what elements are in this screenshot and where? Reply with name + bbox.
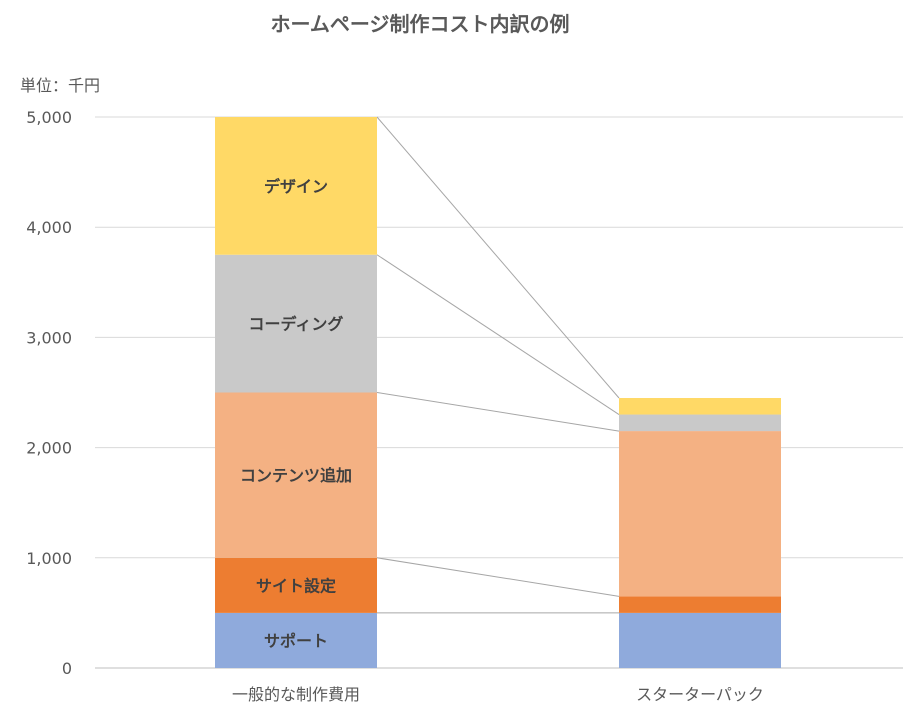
data-label: サイト設定 (256, 576, 336, 595)
bar-segment (215, 557, 377, 613)
series-connector-line (376, 392, 620, 432)
bar-segment (215, 254, 377, 393)
data-label: サポート (264, 631, 328, 650)
y-tick-label: 0 (62, 659, 72, 678)
y-tick-label: 1,000 (26, 549, 72, 568)
y-tick-label: 2,000 (26, 439, 72, 458)
series-connector-line (376, 557, 620, 597)
x-tick-label: 一般的な制作費用 (232, 685, 360, 704)
unit-label: 単位：千円 (20, 76, 101, 95)
series-connector-line (376, 254, 620, 415)
bar-segment (619, 414, 781, 432)
data-label: デザイン (264, 177, 328, 196)
x-tick-label: スターターパック (636, 685, 764, 704)
bar-segment (215, 392, 377, 558)
y-tick-label: 5,000 (26, 108, 72, 127)
y-tick-label: 4,000 (26, 218, 72, 237)
bar-segment (619, 431, 781, 597)
bar-segment (619, 612, 781, 668)
series-connector-line (376, 116, 620, 399)
bar-segment (619, 398, 781, 415)
bar-segment (215, 612, 377, 668)
data-label: コンテンツ追加 (240, 466, 352, 485)
chart-title: ホームページ制作コスト内訳の例 (270, 12, 570, 36)
y-tick-label: 3,000 (26, 328, 72, 347)
data-label: コーディング (249, 315, 344, 334)
bar-segment (619, 596, 781, 613)
bar-segment (215, 117, 377, 255)
